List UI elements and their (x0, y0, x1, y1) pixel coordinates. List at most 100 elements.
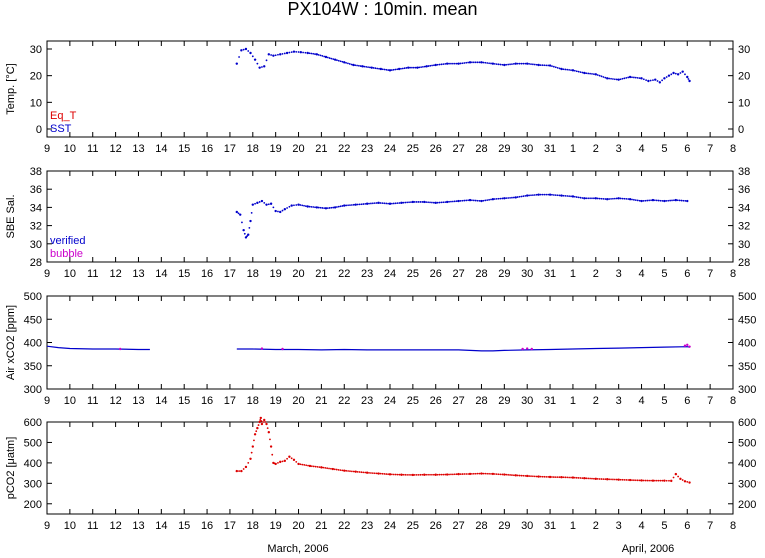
x-tick-label: 5 (661, 143, 667, 155)
x-tick-label: 26 (430, 520, 442, 532)
data-point (425, 201, 428, 203)
data-point (476, 199, 479, 202)
data-point (657, 199, 660, 202)
data-point (661, 79, 664, 82)
data-point (285, 51, 289, 55)
x-tick-label: 29 (498, 520, 510, 532)
data-point (350, 470, 353, 473)
data-point (621, 77, 624, 80)
data-point (615, 197, 618, 200)
data-point (623, 478, 626, 481)
data-point (312, 206, 315, 208)
data-point (255, 430, 258, 433)
data-point (269, 445, 273, 448)
data-point (679, 477, 682, 481)
data-point (461, 473, 464, 475)
data-point (490, 472, 492, 475)
x-tick-label: 9 (44, 520, 50, 532)
data-point (392, 68, 395, 71)
data-point (317, 206, 320, 209)
data-point (286, 457, 288, 460)
x-tick-label: 18 (247, 143, 259, 155)
data-point (292, 458, 296, 462)
y-tick-label-left: 500 (24, 437, 42, 449)
data-point (562, 68, 565, 71)
x-tick-label: 11 (87, 395, 98, 407)
data-point (688, 79, 691, 83)
data-point (650, 199, 652, 202)
data-point (459, 199, 462, 202)
data-point (571, 69, 575, 72)
x-tick-label: 2 (593, 520, 599, 532)
data-point (336, 59, 338, 62)
x-tick-label: 29 (498, 395, 510, 407)
data-point (451, 473, 454, 476)
data-point (674, 198, 678, 202)
x-tick-label: 28 (475, 395, 487, 407)
x-tick-label: 6 (684, 395, 690, 407)
data-point (548, 475, 552, 479)
data-point (631, 76, 633, 79)
data-point (518, 62, 521, 65)
data-point (328, 207, 331, 209)
data-point (376, 67, 379, 70)
data-point (566, 68, 569, 71)
data-point (520, 62, 523, 65)
data-point (362, 203, 365, 205)
data-point (558, 67, 561, 70)
data-point (482, 472, 485, 475)
data-point (680, 199, 683, 202)
data-point (281, 52, 284, 55)
x-tick-label: 2 (593, 268, 599, 280)
x-tick-label: 16 (201, 520, 213, 532)
data-point (256, 62, 259, 65)
data-point (408, 201, 410, 204)
x-tick-label: 4 (638, 520, 644, 532)
data-point (418, 66, 421, 69)
data-point (297, 203, 300, 206)
data-point (432, 201, 435, 204)
data-point (587, 72, 590, 75)
data-point (663, 199, 666, 203)
data-point (592, 73, 595, 76)
data-point (253, 433, 257, 436)
data-point (260, 422, 264, 426)
data-point (610, 198, 612, 200)
data-point (484, 199, 487, 202)
y-tick-label-left: 300 (24, 478, 42, 490)
y-tick-label-left: 400 (24, 458, 42, 470)
data-point (461, 199, 464, 202)
data-point (501, 473, 504, 476)
y-tick-label-left: 400 (24, 338, 42, 350)
data-point (486, 62, 489, 64)
y-axis-label: SBE Sal. (5, 194, 17, 238)
data-point (537, 193, 540, 196)
data-point (299, 51, 303, 54)
x-tick-label: 30 (521, 143, 533, 155)
x-tick-label: 24 (384, 395, 396, 407)
data-point (422, 65, 424, 68)
data-point (396, 68, 399, 71)
data-point (238, 56, 240, 58)
data-point (634, 76, 637, 79)
x-tick-label: 21 (315, 520, 327, 532)
data-point (684, 73, 686, 76)
data-point (649, 79, 652, 82)
data-point (581, 197, 584, 199)
data-point (312, 465, 315, 468)
data-point (450, 62, 452, 65)
data-point (653, 199, 656, 202)
data-point (364, 203, 367, 205)
data-point (670, 73, 673, 76)
data-point (583, 197, 586, 200)
data-point (528, 475, 531, 477)
data-point (240, 49, 243, 52)
data-point (375, 472, 378, 475)
data-point (445, 473, 449, 476)
data-point (495, 473, 498, 476)
x-tick-label: 27 (452, 143, 464, 155)
x-tick-label: 16 (201, 268, 213, 280)
data-point (571, 476, 575, 479)
data-point (375, 202, 378, 204)
data-point (314, 53, 316, 55)
